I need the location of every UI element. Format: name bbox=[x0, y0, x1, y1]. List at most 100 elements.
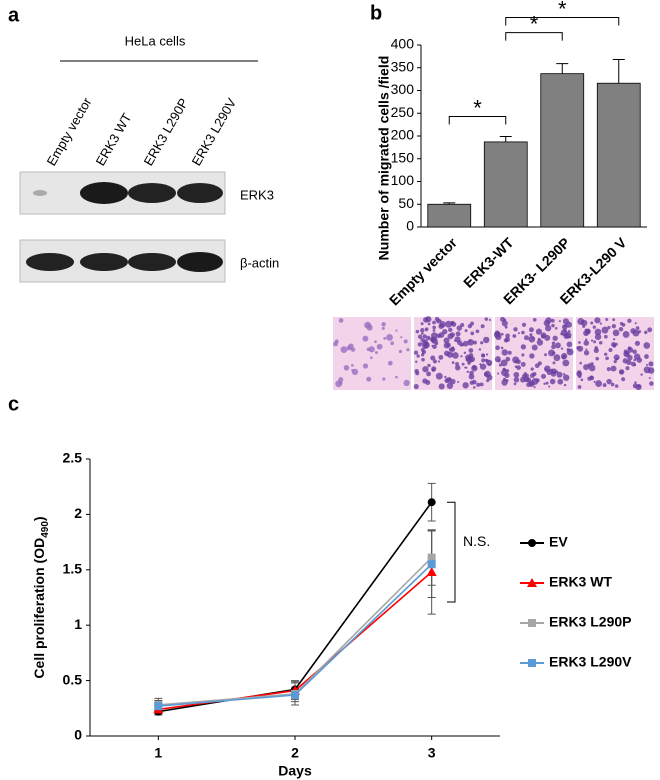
cell bbox=[550, 318, 555, 323]
cell bbox=[374, 340, 377, 344]
cell bbox=[463, 351, 467, 355]
y-tick-label: 100 bbox=[391, 172, 415, 188]
cell bbox=[594, 317, 601, 324]
cell bbox=[516, 365, 521, 370]
cell bbox=[464, 329, 468, 333]
cell bbox=[456, 325, 463, 331]
cell bbox=[605, 356, 609, 361]
cell bbox=[426, 371, 432, 377]
cell bbox=[381, 322, 386, 327]
cell bbox=[585, 348, 588, 351]
cell bbox=[480, 341, 484, 345]
y-tick-label: 50 bbox=[398, 195, 414, 211]
cell bbox=[512, 334, 517, 338]
cell bbox=[462, 382, 469, 389]
panel-label: b bbox=[370, 2, 382, 24]
cell bbox=[430, 355, 436, 361]
cell bbox=[529, 353, 535, 359]
cell bbox=[434, 316, 440, 322]
cell bbox=[635, 384, 642, 391]
cell bbox=[398, 349, 403, 354]
y-tick-label: 250 bbox=[391, 104, 415, 120]
cell bbox=[614, 384, 619, 388]
cell bbox=[381, 326, 385, 330]
cell bbox=[425, 379, 431, 386]
cell bbox=[532, 317, 537, 322]
cell bbox=[479, 363, 482, 366]
cell bbox=[415, 329, 420, 334]
cell bbox=[343, 365, 350, 371]
cell bbox=[590, 321, 594, 325]
cell bbox=[623, 349, 628, 354]
cell bbox=[395, 329, 398, 332]
cell bbox=[443, 342, 450, 349]
legend-item: EV bbox=[520, 534, 568, 550]
cell bbox=[480, 324, 485, 329]
cell bbox=[512, 356, 520, 364]
cell bbox=[421, 342, 424, 345]
cell bbox=[549, 378, 556, 385]
cell bbox=[551, 323, 555, 328]
cell bbox=[421, 352, 424, 355]
cell bbox=[536, 339, 544, 346]
cell bbox=[498, 363, 503, 367]
cell bbox=[427, 363, 431, 368]
cell bbox=[468, 348, 474, 353]
significance-label: * bbox=[473, 95, 482, 120]
cell bbox=[567, 329, 571, 333]
cell bbox=[421, 353, 425, 357]
cell bbox=[601, 326, 609, 334]
cell bbox=[622, 330, 630, 338]
cell bbox=[530, 367, 534, 371]
marker bbox=[427, 498, 436, 507]
cell bbox=[560, 347, 564, 350]
y-tick-label: 200 bbox=[391, 127, 415, 143]
y-label-end: ) bbox=[31, 516, 47, 521]
cell bbox=[487, 363, 491, 366]
cell bbox=[450, 322, 454, 325]
cell bbox=[495, 333, 502, 341]
cell bbox=[562, 373, 566, 376]
bar bbox=[540, 73, 585, 228]
cell bbox=[568, 349, 571, 352]
y-axis-label: Number of migrated cells /field bbox=[376, 56, 392, 261]
cell bbox=[587, 328, 590, 332]
cell bbox=[387, 360, 393, 366]
cell bbox=[521, 330, 525, 335]
bar bbox=[427, 203, 472, 228]
cell bbox=[500, 346, 504, 350]
cell bbox=[551, 344, 556, 350]
marker bbox=[528, 539, 536, 547]
cell bbox=[632, 329, 640, 337]
cell bbox=[422, 334, 428, 339]
cell bbox=[471, 365, 478, 372]
cell bbox=[470, 331, 475, 336]
cell bbox=[413, 350, 419, 355]
cell bbox=[501, 349, 508, 356]
cell bbox=[644, 330, 648, 335]
cell bbox=[415, 371, 420, 376]
blot-header: HeLa cells bbox=[125, 33, 186, 48]
marker bbox=[291, 691, 299, 700]
cell bbox=[431, 344, 434, 347]
cell bbox=[551, 341, 556, 345]
cell bbox=[545, 381, 549, 385]
cell bbox=[552, 371, 556, 374]
marker bbox=[154, 702, 163, 711]
cell bbox=[583, 340, 590, 346]
cell bbox=[438, 323, 444, 329]
cell bbox=[376, 343, 383, 350]
cell bbox=[439, 319, 442, 323]
cell bbox=[632, 349, 637, 355]
cell bbox=[523, 335, 529, 341]
cell bbox=[437, 360, 441, 363]
cell bbox=[594, 333, 602, 341]
cell bbox=[556, 371, 563, 378]
cell bbox=[528, 335, 536, 343]
cell bbox=[484, 358, 488, 362]
cell bbox=[438, 383, 445, 390]
cell bbox=[521, 353, 525, 357]
cell bbox=[469, 380, 474, 385]
cell bbox=[592, 325, 596, 329]
